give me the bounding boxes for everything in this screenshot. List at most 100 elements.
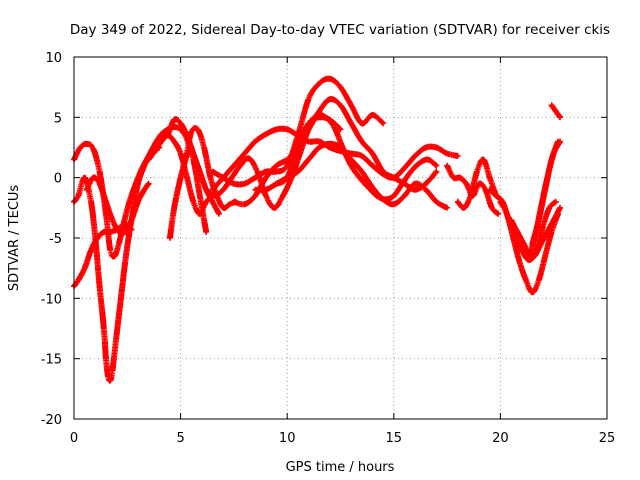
data-point bbox=[198, 194, 202, 198]
data-point bbox=[541, 224, 545, 228]
data-point bbox=[339, 127, 342, 131]
data-point bbox=[204, 200, 208, 204]
data-point bbox=[142, 188, 146, 192]
data-point bbox=[98, 170, 102, 174]
x-tick-label: 20 bbox=[492, 431, 509, 446]
data-point bbox=[281, 194, 285, 198]
data-point bbox=[204, 230, 208, 234]
data-point bbox=[296, 170, 300, 174]
data-point bbox=[228, 202, 232, 206]
data-point bbox=[253, 194, 257, 198]
data-point bbox=[296, 133, 300, 137]
data-point bbox=[89, 200, 93, 204]
data-point bbox=[91, 147, 95, 151]
data-point bbox=[402, 166, 406, 170]
data-point bbox=[456, 154, 460, 158]
data-point bbox=[298, 152, 302, 156]
data-point bbox=[424, 188, 428, 192]
data-point bbox=[526, 254, 530, 258]
data-point bbox=[296, 146, 300, 149]
data-point bbox=[110, 218, 114, 222]
data-point bbox=[243, 152, 247, 156]
axes: 0 5 10 15 20 25 -20 -15 -10 -5 0 5 10 bbox=[41, 51, 616, 446]
data-point bbox=[360, 121, 364, 125]
data-point bbox=[217, 212, 221, 216]
data-point bbox=[189, 130, 193, 134]
data-point bbox=[550, 103, 554, 107]
data-point bbox=[253, 139, 257, 143]
data-point bbox=[98, 284, 102, 288]
data-point bbox=[307, 139, 311, 143]
data-point bbox=[153, 149, 157, 153]
data-point bbox=[558, 206, 562, 210]
data-point bbox=[381, 121, 385, 125]
data-point bbox=[121, 224, 125, 228]
data-point bbox=[83, 176, 87, 180]
data-point bbox=[285, 158, 289, 162]
data-point bbox=[488, 188, 492, 192]
data-point bbox=[202, 146, 206, 149]
data-point bbox=[370, 164, 374, 168]
data-point bbox=[515, 230, 519, 234]
data-point bbox=[494, 194, 498, 198]
data-point bbox=[253, 176, 257, 180]
data-point bbox=[85, 142, 89, 146]
data-point bbox=[518, 260, 522, 264]
y-axis-label: SDTVAR / TECUs bbox=[7, 185, 22, 292]
data-point bbox=[243, 182, 247, 186]
plot-frame bbox=[73, 56, 608, 420]
series-arc-12 bbox=[252, 140, 451, 211]
data-point bbox=[556, 212, 560, 216]
data-point bbox=[76, 278, 80, 282]
data-point bbox=[238, 164, 242, 168]
data-point bbox=[275, 182, 279, 186]
data-point bbox=[520, 248, 524, 252]
data-point bbox=[392, 176, 396, 180]
data-point bbox=[349, 158, 353, 162]
series-arc-17 bbox=[497, 198, 561, 296]
data-point bbox=[550, 158, 554, 162]
data-point bbox=[102, 327, 106, 330]
series-arc-20 bbox=[529, 138, 561, 247]
data-point bbox=[360, 139, 364, 143]
data-point bbox=[328, 77, 332, 81]
data-point bbox=[496, 212, 500, 216]
data-point bbox=[232, 182, 236, 186]
data-point bbox=[451, 176, 455, 180]
data-point bbox=[243, 202, 247, 206]
data-point bbox=[413, 154, 417, 158]
series-arc-21 bbox=[548, 102, 564, 121]
data-point bbox=[545, 230, 549, 234]
data-point bbox=[117, 242, 121, 246]
data-point bbox=[115, 333, 119, 337]
data-point bbox=[445, 164, 449, 168]
data-point bbox=[402, 194, 406, 198]
data-point bbox=[89, 248, 93, 252]
data-point bbox=[108, 378, 112, 382]
data-point bbox=[426, 158, 430, 162]
x-axis-label: GPS time / hours bbox=[286, 460, 395, 475]
data-point bbox=[275, 127, 279, 131]
data-point bbox=[221, 206, 225, 210]
data-point bbox=[417, 161, 421, 165]
data-point bbox=[483, 188, 487, 192]
x-tick-label: 15 bbox=[386, 431, 403, 446]
series-arc-10 bbox=[209, 75, 387, 188]
data-point bbox=[434, 170, 438, 174]
y-tick-label: -5 bbox=[49, 232, 62, 247]
data-point bbox=[98, 182, 102, 186]
data-point bbox=[191, 200, 195, 204]
data-point bbox=[83, 266, 87, 270]
data-point bbox=[264, 194, 268, 198]
data-point bbox=[370, 152, 374, 156]
series-arc-4 bbox=[83, 174, 152, 237]
data-point bbox=[108, 230, 112, 234]
data-point bbox=[556, 139, 560, 143]
data-point bbox=[117, 230, 121, 234]
data-point bbox=[317, 139, 321, 143]
y-tick-label: 10 bbox=[45, 51, 62, 66]
data-point bbox=[85, 188, 89, 192]
data-point bbox=[328, 97, 332, 101]
data-point bbox=[232, 200, 236, 204]
data-point bbox=[413, 182, 417, 186]
